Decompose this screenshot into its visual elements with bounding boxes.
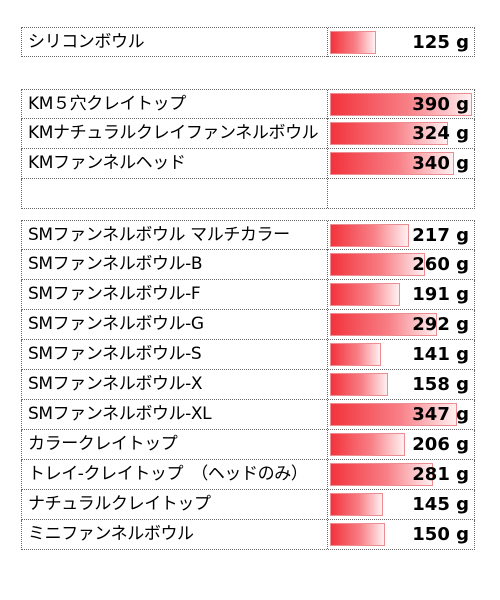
table-row: ナチュラルクレイトップ 145 g — [21, 490, 475, 520]
weight-value: 260 g — [412, 254, 469, 275]
weight-cell: 324 g — [328, 119, 474, 148]
product-name: KMファンネルヘッド — [22, 149, 328, 178]
weight-value: 141 g — [412, 344, 469, 365]
product-name: トレイ-クレイトップ （ヘッドのみ） — [22, 460, 328, 489]
product-name: SMファンネルボウル-G — [22, 310, 328, 339]
table-row: トレイ-クレイトップ （ヘッドのみ） 281 g — [21, 460, 475, 490]
table-row: SMファンネルボウル マルチカラー 217 g — [21, 220, 475, 250]
weight-value: 324 g — [412, 123, 469, 144]
table-row — [21, 179, 475, 209]
weight-bar — [330, 313, 437, 336]
weight-bar — [330, 253, 425, 276]
weight-cell: 141 g — [328, 340, 474, 369]
weight-value: 281 g — [412, 464, 469, 485]
weight-value: 145 g — [412, 494, 469, 515]
weight-cell: 260 g — [328, 250, 474, 279]
weight-value: 340 g — [412, 153, 469, 174]
product-name: SMファンネルボウル-B — [22, 250, 328, 279]
product-name: KMナチュラルクレイファンネルボウル — [22, 119, 328, 148]
weight-cell: 150 g — [328, 520, 474, 549]
table-row: KM５穴クレイトップ 390 g — [21, 89, 475, 119]
table-group: シリコンボウル 125 g — [21, 27, 475, 57]
product-name — [22, 179, 328, 208]
table-row: KMナチュラルクレイファンネルボウル 324 g — [21, 119, 475, 149]
weight-bar — [330, 152, 454, 175]
product-name: KM５穴クレイトップ — [22, 90, 328, 119]
weight-bar — [330, 343, 381, 366]
weight-bar — [330, 493, 383, 516]
table-row: SMファンネルボウル-S 141 g — [21, 340, 475, 370]
table-row: カラークレイトップ 206 g — [21, 430, 475, 460]
table-row: SMファンネルボウル-X 158 g — [21, 370, 475, 400]
product-name: SMファンネルボウル-F — [22, 280, 328, 309]
product-name: SMファンネルボウル-X — [22, 370, 328, 399]
table-row: SMファンネルボウル-F 191 g — [21, 280, 475, 310]
weight-bar — [330, 122, 448, 145]
weight-cell: 158 g — [328, 370, 474, 399]
table-row: KMファンネルヘッド 340 g — [21, 149, 475, 179]
weight-cell: 217 g — [328, 221, 474, 250]
table-row: シリコンボウル 125 g — [21, 27, 475, 57]
weight-bar — [330, 224, 409, 247]
table-row: ミニファンネルボウル 150 g — [21, 520, 475, 550]
product-name: ミニファンネルボウル — [22, 520, 328, 549]
weight-cell — [328, 179, 474, 208]
weight-value: 150 g — [412, 524, 469, 545]
weight-cell: 292 g — [328, 310, 474, 339]
weight-cell: 191 g — [328, 280, 474, 309]
weight-value: 191 g — [412, 284, 469, 305]
product-name: カラークレイトップ — [22, 430, 328, 459]
weight-bar — [330, 523, 385, 546]
weight-value: 206 g — [412, 434, 469, 455]
weight-cell: 281 g — [328, 460, 474, 489]
product-name: SMファンネルボウル-XL — [22, 400, 328, 429]
product-name: シリコンボウル — [22, 28, 328, 57]
weight-cell: 347 g — [328, 400, 474, 429]
weight-bar — [330, 463, 433, 486]
weight-bar — [330, 433, 405, 456]
weight-value: 347 g — [412, 404, 469, 425]
weight-value: 158 g — [412, 374, 469, 395]
weight-value: 390 g — [412, 94, 469, 115]
weight-bar — [330, 403, 457, 426]
weight-bar — [330, 93, 472, 116]
weight-bar — [330, 373, 388, 396]
weight-bar — [330, 31, 376, 54]
table-row: SMファンネルボウル-B 260 g — [21, 250, 475, 280]
weight-cell: 340 g — [328, 149, 474, 178]
weight-bar — [330, 283, 400, 306]
table-row: SMファンネルボウル-G 292 g — [21, 310, 475, 340]
weight-value: 292 g — [412, 314, 469, 335]
table-row: SMファンネルボウル-XL 347 g — [21, 400, 475, 430]
product-name: SMファンネルボウル マルチカラー — [22, 221, 328, 250]
weight-value: 217 g — [412, 225, 469, 246]
weight-cell: 390 g — [328, 90, 474, 119]
table-group: KM５穴クレイトップ 390 g KMナチュラルクレイファンネルボウル 324 g KM… — [21, 89, 475, 209]
weight-cell: 206 g — [328, 430, 474, 459]
weight-value: 125 g — [412, 32, 469, 53]
weight-cell: 145 g — [328, 490, 474, 519]
product-name: SMファンネルボウル-S — [22, 340, 328, 369]
product-name: ナチュラルクレイトップ — [22, 490, 328, 519]
weight-cell: 125 g — [328, 28, 474, 57]
